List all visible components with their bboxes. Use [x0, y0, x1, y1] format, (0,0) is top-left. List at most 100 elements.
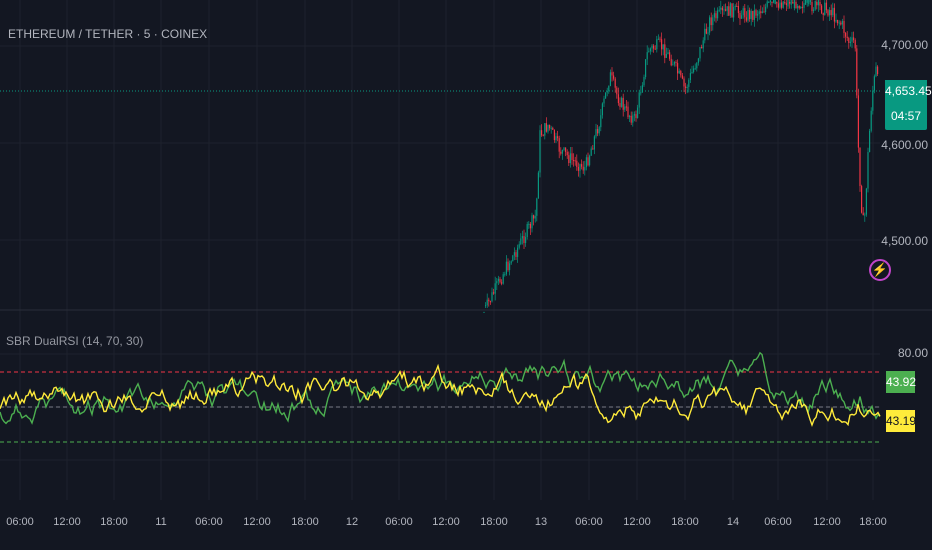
candle — [744, 8, 746, 18]
candle — [550, 127, 552, 129]
candle — [795, 2, 797, 9]
candle — [758, 11, 760, 15]
candle — [654, 48, 656, 50]
candle — [707, 32, 709, 34]
candle — [768, 1, 770, 3]
candle — [521, 236, 523, 239]
candle — [873, 76, 875, 91]
candle — [589, 155, 591, 166]
candle — [539, 130, 541, 173]
candle — [561, 150, 563, 154]
candle — [536, 198, 538, 216]
candle — [741, 15, 743, 19]
candle — [789, 2, 791, 4]
candle — [547, 124, 549, 132]
candle — [656, 39, 658, 50]
candle — [534, 215, 536, 219]
candle — [616, 87, 618, 95]
candle — [841, 20, 843, 25]
candle — [632, 115, 634, 123]
time-axis-label: 18:00 — [671, 516, 699, 528]
candle — [697, 58, 699, 63]
candle — [800, 6, 802, 9]
candle — [811, 2, 813, 12]
candle — [581, 164, 583, 167]
candle — [773, 0, 775, 3]
candle — [520, 238, 522, 245]
candle — [619, 103, 621, 107]
candle — [792, 2, 794, 4]
candle — [489, 301, 491, 303]
candle — [640, 92, 642, 94]
symbol-title[interactable]: ETHEREUM / TETHER · 5 · COINEX — [8, 27, 208, 41]
candle — [566, 151, 568, 156]
candle — [601, 103, 603, 116]
candle — [720, 7, 722, 10]
candle — [672, 64, 674, 66]
candle — [582, 166, 584, 171]
candle — [845, 32, 847, 37]
candle — [835, 19, 837, 22]
candle — [574, 160, 576, 162]
candle — [769, 0, 771, 2]
time-axis-label: 12 — [345, 516, 359, 528]
candle — [611, 72, 613, 76]
candle — [606, 90, 608, 93]
candle — [657, 38, 659, 40]
candle — [712, 17, 714, 26]
candle — [680, 70, 682, 76]
candle — [528, 223, 530, 225]
candle — [790, 0, 792, 5]
candle — [665, 53, 667, 58]
candle — [667, 52, 669, 54]
candle — [721, 7, 723, 11]
candle — [784, 2, 786, 4]
candle — [499, 278, 501, 283]
candle — [861, 186, 863, 213]
rsi-green-value-tag: 43.92 — [886, 371, 916, 393]
candle — [597, 129, 599, 134]
time-axis-label: 12:00 — [243, 516, 271, 528]
candle — [523, 236, 525, 243]
lightning-alert-icon[interactable]: ⚡ — [869, 259, 891, 281]
candle — [483, 311, 485, 313]
candle — [648, 51, 650, 53]
candle — [857, 95, 859, 148]
candle — [633, 114, 635, 116]
candle — [485, 305, 487, 307]
candle — [750, 10, 752, 20]
candle — [688, 80, 690, 87]
candle — [776, 2, 778, 4]
candle — [761, 11, 763, 14]
indicator-title[interactable]: SBR DualRSI (14, 70, 30) — [6, 334, 144, 348]
candle — [621, 97, 623, 107]
candle — [781, 2, 783, 8]
indicator-axis-label: 80.00 — [897, 346, 928, 360]
candle — [816, 2, 818, 6]
candle — [825, 2, 827, 11]
candle — [808, 0, 810, 5]
candle — [819, 2, 821, 6]
rsi-yellow-line — [0, 363, 881, 428]
candle — [846, 36, 848, 39]
candle — [862, 212, 864, 216]
time-axis-label: 12:00 — [53, 516, 81, 528]
candle — [763, 11, 765, 13]
candle — [590, 148, 592, 156]
candle — [494, 283, 496, 294]
candle — [840, 22, 842, 25]
candle — [726, 6, 728, 11]
candle — [814, 1, 816, 10]
candle — [537, 172, 539, 199]
candle — [704, 28, 706, 41]
candle — [552, 127, 554, 130]
candle — [609, 72, 611, 87]
candle — [565, 147, 567, 152]
time-axis-label: 13 — [534, 516, 548, 528]
candle — [584, 167, 586, 171]
candle — [838, 22, 840, 24]
candle — [661, 39, 663, 50]
candle — [734, 5, 736, 8]
